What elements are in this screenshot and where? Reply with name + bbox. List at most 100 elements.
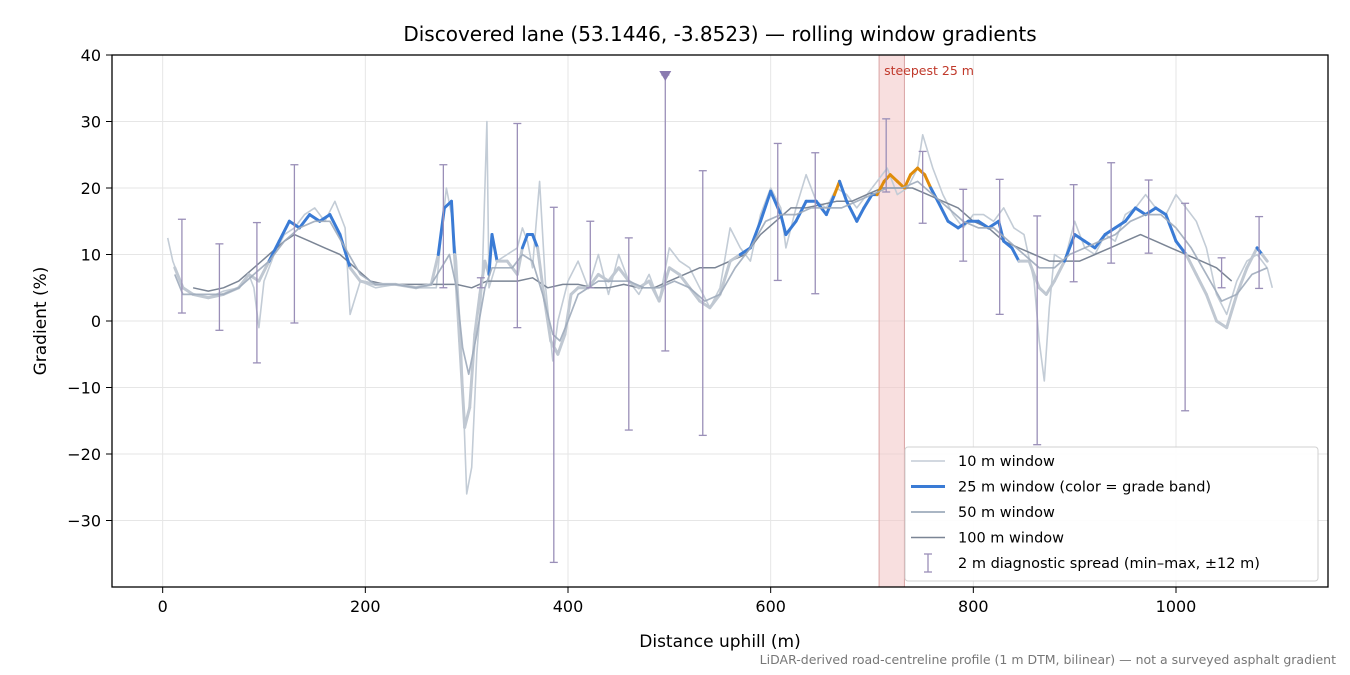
series-25m-segment	[1235, 266, 1249, 296]
steepest-band-layer	[878, 54, 905, 588]
series-25m-segment	[318, 213, 332, 223]
steepest-band-label: steepest 25 m	[884, 63, 974, 78]
legend-label: 100 m window	[958, 531, 1064, 547]
series-25m-segment	[1002, 239, 1014, 250]
legend-label: 2 m diagnostic spread (min–max, ±12 m)	[958, 556, 1260, 572]
series-25m-segment	[1225, 292, 1239, 330]
series-25m-segment	[1144, 206, 1158, 217]
series-layer	[166, 120, 1274, 495]
series-25m-segment	[308, 213, 322, 223]
series-25m-segment	[677, 272, 692, 290]
series-25m-segment	[833, 179, 842, 197]
series-25m-segment	[515, 246, 524, 276]
series-25m-segment	[1164, 213, 1178, 243]
y-axis-label: Gradient (%)	[31, 267, 51, 376]
series-25m-segment	[888, 173, 899, 183]
series-25m-segment	[458, 339, 467, 429]
series-25m-segment	[794, 199, 808, 223]
series-25m-segment	[779, 213, 788, 237]
steepest-band	[878, 54, 905, 588]
series-25m-segment	[1245, 246, 1259, 270]
series-25m-segment	[1174, 239, 1188, 256]
legend-box	[904, 446, 1319, 582]
series-25m-segment	[1154, 206, 1168, 217]
x-tick-label: 600	[755, 597, 786, 616]
series-25m-segment	[759, 189, 773, 223]
series-25m-segment	[1073, 233, 1087, 243]
series-25m-segment	[1123, 206, 1137, 223]
series-25m-segment	[257, 259, 271, 283]
x-axis-label: Distance uphill (m)	[639, 632, 800, 652]
series-25m-segment	[1194, 272, 1208, 296]
x-tick-label: 1000	[1156, 597, 1197, 616]
series-25m-segment	[569, 286, 580, 296]
y-tick-label: 10	[81, 246, 101, 265]
series-25m-segment	[596, 272, 611, 283]
series-25m-segment	[862, 193, 874, 210]
y-tick-label: 40	[81, 46, 101, 65]
legend-label: 10 m window	[958, 454, 1055, 470]
series-25m-segment	[297, 213, 312, 230]
legend-label: 50 m window	[958, 505, 1055, 521]
series-10m-line	[166, 120, 1274, 495]
series-25m-segment	[348, 266, 362, 283]
series-25m-segment	[490, 233, 499, 263]
series-25m-segment	[1010, 246, 1021, 263]
series-25m-segment	[882, 173, 892, 183]
series-25m-segment	[449, 199, 457, 256]
y-tick-label: −20	[67, 445, 101, 464]
series-25m-segment	[916, 166, 927, 177]
series-25m-segment	[708, 292, 722, 310]
series-25m-segment	[536, 246, 547, 303]
series-25m-segment	[824, 193, 837, 217]
x-tick-label: 200	[350, 597, 381, 616]
axis-ticks: 0 200 400 600 800 1000 −30 −20 −10 0 10 20 30 40	[67, 46, 1196, 616]
x-tick-label: 0	[158, 597, 168, 616]
series-25m-segment	[181, 286, 195, 296]
y-tick-label: 20	[81, 179, 101, 198]
series-25m-segment	[1113, 219, 1127, 230]
y-tick-label: 0	[91, 312, 101, 331]
series-25m-segment	[976, 219, 991, 230]
series-25m-segment	[657, 266, 671, 303]
series-25m-segment	[923, 173, 933, 190]
series-25m-segment	[1103, 226, 1117, 237]
y-tick-label: −30	[67, 512, 101, 531]
series-25m-segment	[769, 189, 783, 217]
series-25m-segment	[718, 259, 732, 296]
series-25m-segment	[1184, 253, 1198, 276]
legend-label: 25 m window (color = grade band)	[958, 480, 1211, 496]
series-25m-segment	[607, 266, 621, 283]
series-25m-segment	[429, 253, 440, 286]
series-25m-segment	[1215, 319, 1229, 330]
series-25m-segment	[531, 233, 540, 250]
series-25m-segment	[520, 233, 529, 250]
series-25m-segment	[855, 206, 866, 223]
series-25m-segment	[277, 219, 291, 243]
series-25m-segment	[1037, 286, 1048, 296]
series-25m-segment	[647, 279, 661, 303]
series-25m-segment	[728, 253, 742, 263]
series-50m-line	[174, 180, 1268, 376]
y-tick-label: −10	[67, 379, 101, 398]
diagnostic-spread-layer	[177, 70, 1264, 564]
series-25m-segment	[358, 279, 377, 286]
series-25m-segment	[1260, 253, 1269, 263]
series-25m-segment	[487, 233, 494, 276]
footnote: LiDAR-derived road-centreline profile (1…	[760, 652, 1336, 667]
series-25m-segment	[1083, 239, 1097, 250]
y-tick-label: 30	[81, 113, 101, 132]
series-25m-segment	[667, 266, 681, 276]
series-25m-segment	[838, 179, 849, 203]
series-25m-segment	[987, 219, 1001, 230]
series-25m-segment	[784, 219, 798, 237]
series-25m-segment	[936, 199, 950, 223]
series-25m-segment	[946, 219, 960, 230]
series-25m-segment	[338, 233, 352, 270]
clipped-marker	[659, 70, 672, 81]
chart-title: Discovered lane (53.1446, -3.8523) — rol…	[403, 22, 1036, 46]
series-25m-segment	[1044, 279, 1056, 296]
series-25m-segment	[556, 332, 567, 356]
series-100m-line	[192, 187, 1233, 292]
